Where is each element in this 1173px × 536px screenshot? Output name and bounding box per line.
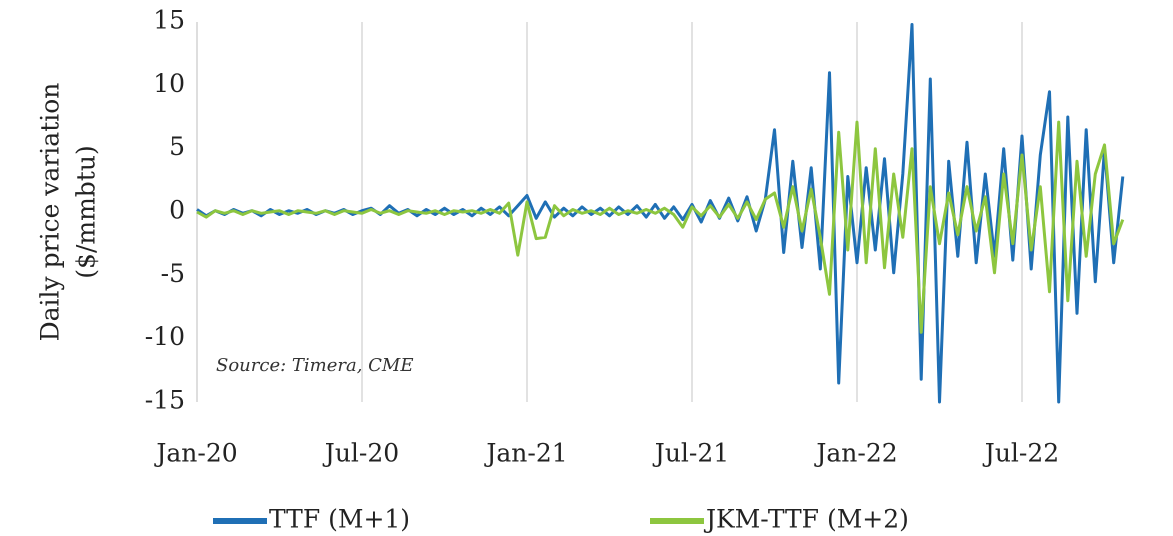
annotation: Source: Timera, CME [216, 355, 414, 376]
y-tick-label: -10 [145, 322, 185, 351]
y-tick-label: -15 [145, 386, 185, 415]
y-tick-label: 10 [153, 69, 185, 98]
legend-label: JKM-TTF (M+2) [703, 505, 909, 534]
legend-label: TTF (M+1) [269, 505, 410, 534]
y-tick-label: 15 [153, 6, 185, 35]
data-line [196, 120, 1125, 334]
y-tick-label: 0 [169, 196, 185, 225]
x-tick-label: Jan-21 [483, 439, 567, 468]
x-tick-label: Jan-22 [813, 439, 897, 468]
x-tick-label: Jul-20 [322, 439, 399, 468]
y-axis-label: ($/mmbtu) [72, 145, 101, 278]
y-axis-label: Daily price variation [36, 83, 65, 342]
x-tick-label: Jul-22 [982, 439, 1059, 468]
y-tick-label: 5 [169, 132, 185, 161]
y-tick-label: -5 [161, 259, 185, 288]
x-tick-label: Jan-20 [153, 439, 237, 468]
x-tick-label: Jul-21 [652, 439, 729, 468]
